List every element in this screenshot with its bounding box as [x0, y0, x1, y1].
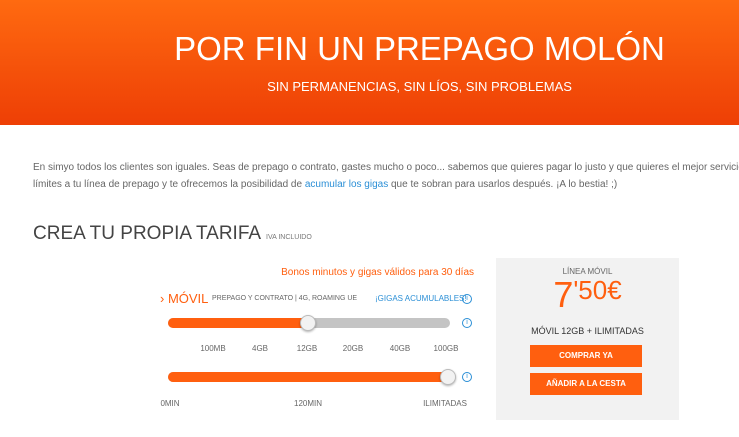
slider-knob[interactable] — [300, 315, 316, 331]
intro-link[interactable]: acumular los gigas — [304, 179, 389, 190]
product-detail: PREPAGO Y CONTRATO | 4G, ROAMING UE — [212, 295, 358, 302]
plan-name: MÓVIL 12GB + ILIMITADAS — [531, 326, 644, 336]
slider-knob[interactable] — [440, 369, 456, 385]
info-icon[interactable]: i — [462, 318, 472, 328]
summary-label: LÍNEA MÓVIL — [562, 267, 613, 276]
price: 7'50€ — [496, 274, 679, 316]
buy-button[interactable]: COMPRAR YA — [530, 345, 642, 367]
slider-option[interactable]: 40GB — [389, 344, 411, 353]
slider-option[interactable]: 20GB — [342, 344, 364, 353]
slider-option[interactable]: 120MIN — [293, 399, 323, 408]
banner-subtitle: SIN PERMANENCIAS, SIN LÍOS, SIN PROBLEMA… — [267, 79, 572, 94]
intro-text: que te sobran para usarlos después. ¡A l… — [388, 179, 618, 190]
product-label: › MÓVIL — [160, 291, 209, 306]
slider-option[interactable]: 100GB — [433, 344, 459, 353]
slider-option[interactable]: 12GB — [296, 344, 318, 353]
info-icon[interactable]: i — [462, 372, 472, 382]
banner: POR FIN UN PREPAGO MOLÓN SIN PERMANENCIA… — [0, 0, 739, 125]
price-main: 7 — [553, 274, 574, 315]
slider-option[interactable]: 4GB — [251, 344, 269, 353]
banner-title: POR FIN UN PREPAGO MOLÓN — [174, 30, 665, 67]
cart-button[interactable]: AÑADIR A LA CESTA — [530, 373, 642, 395]
intro-line: En simyo todos los clientes son iguales.… — [33, 162, 739, 173]
slider-fill — [168, 318, 308, 328]
slider-option[interactable]: 0MIN — [160, 399, 180, 408]
price-cents: '50€ — [573, 275, 622, 305]
intro-line: límites a tu línea de prepago y te ofrec… — [33, 179, 739, 190]
section-note: IVA INCLUIDO — [266, 234, 312, 241]
badge[interactable]: ¡GIGAS ACUMULABLES! — [375, 294, 467, 303]
info-icon[interactable]: i — [462, 294, 472, 304]
validity-note: Bonos minutos y gigas válidos para 30 dí… — [281, 267, 474, 278]
section-title: CREA TU PROPIA TARIFA — [33, 223, 262, 244]
slider-option[interactable]: ILIMITADAS — [423, 399, 467, 408]
intro-text: límites a tu línea de prepago y te ofrec… — [33, 179, 305, 190]
slider-fill — [168, 372, 448, 382]
slider-option[interactable]: 100MB — [200, 344, 226, 353]
